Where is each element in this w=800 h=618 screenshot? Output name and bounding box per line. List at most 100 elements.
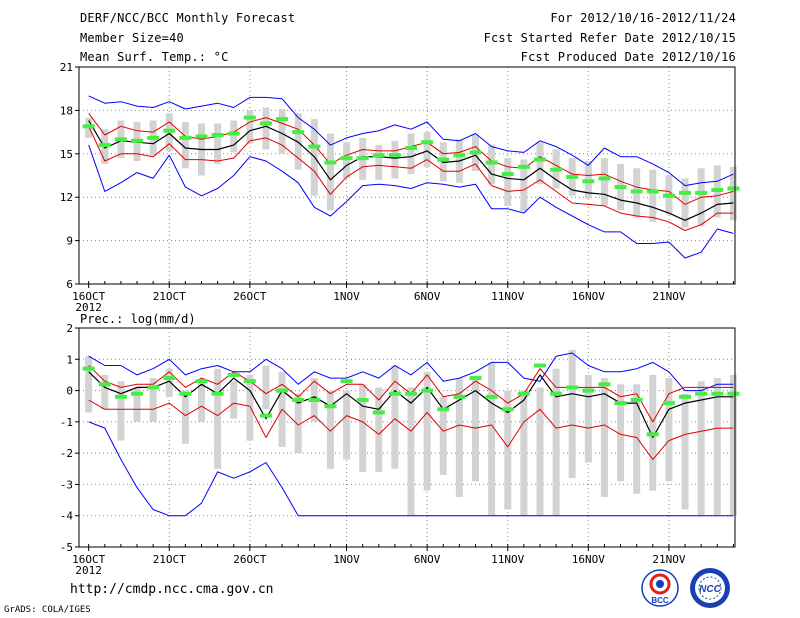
temp-box (278, 108, 286, 154)
temp-box (488, 145, 496, 185)
temp-median-marker (711, 187, 724, 192)
temp-median-marker (243, 115, 256, 120)
temp-box (600, 158, 608, 206)
prec-frame (78, 327, 736, 548)
temp-box (423, 132, 431, 167)
prec-median-marker (550, 391, 563, 396)
temp-box (326, 133, 334, 211)
temp-panel: 6 9 12 15 18 21 16OCT 21OCT 26OCT 1NOV 6NOV 11NOV 16… (60, 61, 740, 314)
temp-median-marker (501, 172, 514, 177)
prec-xtick-label: 21NOV (652, 553, 685, 566)
temp-median-marker (614, 185, 627, 190)
prec-box (375, 387, 383, 472)
temp-min-line (88, 144, 734, 259)
temp-median-marker (630, 189, 643, 194)
prec-median-marker (727, 391, 740, 396)
prec-median-marker (582, 388, 595, 393)
prec-box (584, 374, 592, 463)
prec-minus-std-line (88, 399, 734, 460)
temp-box (181, 121, 189, 169)
temp-median-marker (195, 134, 208, 139)
temp-xtick-label: 16NOV (572, 290, 605, 303)
prec-xtick-label: 26OCT (233, 553, 266, 566)
prec-ytick-label: -5 (60, 541, 73, 554)
prec-median-marker (517, 391, 530, 396)
prec-box (633, 384, 641, 494)
grads-credit: GrADS: COLA/IGES (4, 605, 91, 615)
prec-ytick-label: -2 (60, 447, 73, 460)
source-url[interactable]: http://cmdp.ncc.cma.gov.cn (70, 582, 274, 597)
prec-xtick-label: 6NOV (414, 553, 441, 566)
temp-median-marker (163, 128, 176, 133)
prec-median-marker (179, 391, 192, 396)
temp-median-marker (533, 157, 546, 162)
temp-xtick-label: 11NOV (491, 290, 524, 303)
temp-box (262, 107, 270, 150)
temp-median-marker (114, 137, 127, 142)
temp-median-marker (727, 186, 740, 191)
prec-xtick-label: 1NOV (333, 553, 360, 566)
temp-box (520, 159, 528, 212)
prec-box (617, 384, 625, 482)
prec-box (729, 374, 737, 516)
prec-box (85, 356, 93, 413)
prec-box (230, 381, 238, 419)
prec-median-marker (566, 385, 579, 390)
prec-median-marker (388, 391, 401, 396)
prec-median-marker (437, 407, 450, 412)
temp-ytick-label: 12 (60, 191, 73, 204)
temp-median-marker (276, 117, 289, 122)
prec-ytick-label: 1 (66, 353, 73, 366)
temp-median-marker (356, 156, 369, 161)
temp-median-marker (598, 176, 611, 181)
temp-median-marker (131, 138, 144, 143)
prec-median-marker (421, 388, 434, 393)
chart-title: DERF/NCC/BCC Monthly Forecast (80, 11, 296, 25)
temp-mean-line (88, 120, 734, 221)
prec-median-marker (211, 391, 224, 396)
temp-median-marker (292, 130, 305, 135)
temp-frame (78, 66, 736, 285)
prec-median-marker (501, 407, 514, 412)
prec-xtick-label: 11NOV (491, 553, 524, 566)
prec-median-marker (630, 397, 643, 402)
prec-median-marker (147, 385, 160, 390)
temp-median-marker (211, 132, 224, 137)
temp-box (649, 169, 657, 222)
prec-median-marker (614, 401, 627, 406)
prec-box (439, 396, 447, 476)
prec-median-marker (453, 394, 466, 399)
temp-median-marker (679, 190, 692, 195)
prec-median-marker (324, 404, 337, 409)
prec-median-marker (308, 397, 321, 402)
prec-box (423, 371, 431, 491)
prec-median-marker (227, 372, 240, 377)
prec-median-marker (131, 391, 144, 396)
prec-box (407, 387, 415, 516)
prec-panel-title: Prec.: log(mm/d) (80, 312, 196, 326)
temp-median-marker (646, 189, 659, 194)
temp-box (343, 142, 351, 179)
prec-median-marker (469, 376, 482, 381)
temp-xtick-label: 6NOV (414, 290, 441, 303)
temp-median-marker (566, 174, 579, 179)
prec-ytick-label: 0 (66, 385, 73, 398)
temp-median-marker (437, 157, 450, 162)
ncc-logo: NCC (690, 568, 730, 608)
temp-box (681, 178, 689, 228)
prec-box (117, 381, 125, 441)
prec-min-line (88, 421, 734, 517)
prec-median-marker (243, 379, 256, 384)
prec-median-marker (292, 397, 305, 402)
temp-median-marker (517, 164, 530, 169)
prec-box (343, 390, 351, 460)
temp-xtick-label: 21NOV (652, 290, 685, 303)
prec-box (568, 349, 576, 479)
temp-median-marker (421, 140, 434, 145)
prec-median-marker (340, 379, 353, 384)
prec-box (552, 368, 560, 516)
prec-median-marker (195, 379, 208, 384)
temp-median-marker (82, 124, 95, 129)
prec-box (359, 384, 367, 472)
temp-box (504, 158, 512, 206)
